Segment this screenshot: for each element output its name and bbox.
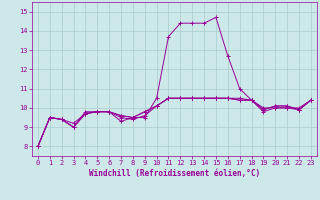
X-axis label: Windchill (Refroidissement éolien,°C): Windchill (Refroidissement éolien,°C) — [89, 169, 260, 178]
